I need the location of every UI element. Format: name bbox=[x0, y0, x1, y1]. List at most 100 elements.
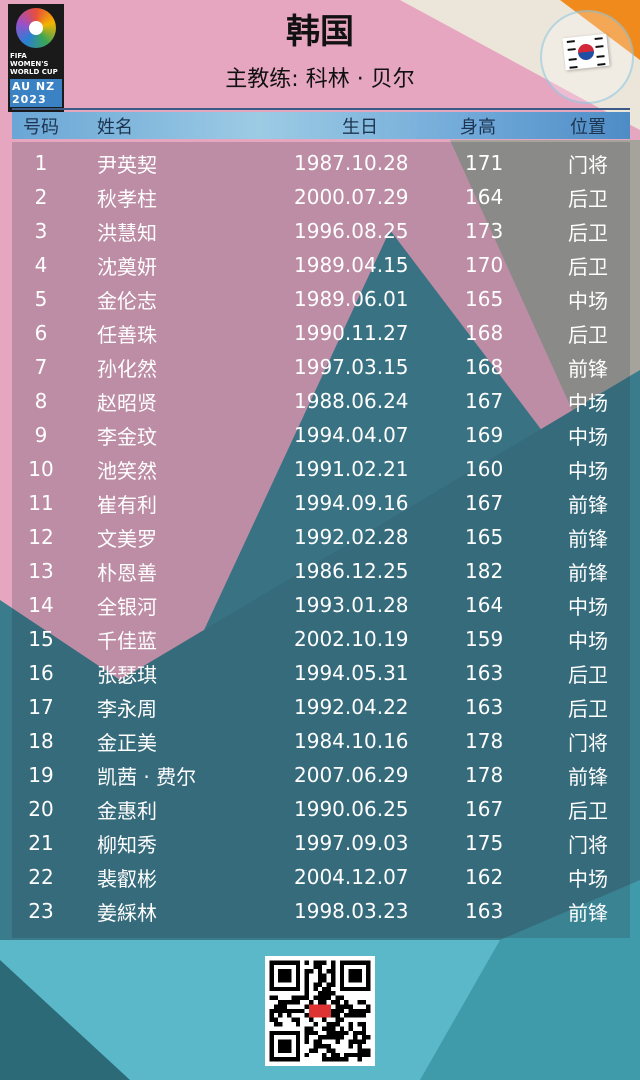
player-height: 175 bbox=[465, 831, 504, 855]
player-birthdate: 1994.04.07 bbox=[294, 423, 409, 447]
table-row: 16 张瑟琪 1994.05.31 163 后卫 bbox=[12, 656, 630, 690]
roster-table: 1 尹英契 1987.10.28 171 门将 2 秋孝柱 2000.07.29 164 后卫 3 洪… bbox=[12, 142, 630, 938]
player-birthdate: 1992.04.22 bbox=[294, 695, 409, 719]
player-number: 9 bbox=[34, 423, 48, 447]
coach-label: 主教练: 科林 · 贝尔 bbox=[225, 67, 415, 92]
player-height: 162 bbox=[465, 865, 504, 889]
player-position: 后卫 bbox=[568, 254, 608, 279]
player-number: 3 bbox=[34, 219, 48, 243]
player-birthdate: 1984.10.16 bbox=[294, 729, 409, 753]
player-height: 163 bbox=[465, 661, 504, 685]
logo-text: FIFA WOMEN'S WORLD CUP bbox=[10, 52, 58, 76]
player-number: 8 bbox=[34, 389, 48, 413]
player-number: 6 bbox=[34, 321, 48, 345]
page-title: 韩国 bbox=[286, 12, 354, 52]
player-birthdate: 1986.12.25 bbox=[294, 559, 409, 583]
player-position: 中场 bbox=[568, 628, 608, 653]
player-height: 164 bbox=[465, 185, 504, 209]
player-height: 178 bbox=[465, 729, 504, 753]
logo-emblem-icon bbox=[16, 8, 56, 48]
table-row: 8 赵昭贤 1988.06.24 167 中场 bbox=[12, 384, 630, 418]
player-number: 14 bbox=[28, 593, 54, 617]
player-name: 金惠利 bbox=[97, 798, 157, 823]
player-height: 159 bbox=[465, 627, 504, 651]
player-position: 中场 bbox=[568, 866, 608, 891]
flag-badge bbox=[540, 10, 634, 104]
player-number: 17 bbox=[28, 695, 54, 719]
logo-hosts: AU NZ 2023 bbox=[10, 79, 62, 107]
table-header: 号码 姓名 生日 身高 位置 bbox=[12, 112, 630, 139]
table-row: 23 姜綵林 1998.03.23 163 前锋 bbox=[12, 894, 630, 928]
player-birthdate: 2007.06.29 bbox=[294, 763, 409, 787]
player-position: 中场 bbox=[568, 288, 608, 313]
table-row: 10 池笑然 1991.02.21 160 中场 bbox=[12, 452, 630, 486]
player-height: 170 bbox=[465, 253, 504, 277]
player-position: 中场 bbox=[568, 424, 608, 449]
player-name: 姜綵林 bbox=[97, 900, 157, 925]
table-row: 19 凯茜 · 费尔 2007.06.29 178 前锋 bbox=[12, 758, 630, 792]
south-korea-flag-icon bbox=[562, 33, 610, 71]
table-row: 12 文美罗 1992.02.28 165 前锋 bbox=[12, 520, 630, 554]
player-birthdate: 1993.01.28 bbox=[294, 593, 409, 617]
player-birthdate: 1989.06.01 bbox=[294, 287, 409, 311]
player-name: 沈奠妍 bbox=[97, 254, 157, 279]
player-name: 尹英契 bbox=[97, 152, 157, 177]
col-position: 位置 bbox=[570, 116, 606, 138]
player-number: 19 bbox=[28, 763, 54, 787]
player-number: 15 bbox=[28, 627, 54, 651]
player-name: 孙化然 bbox=[97, 356, 157, 381]
player-name: 千佳蓝 bbox=[97, 628, 157, 653]
player-number: 13 bbox=[28, 559, 54, 583]
player-name: 金正美 bbox=[97, 730, 157, 755]
qr-code bbox=[265, 956, 375, 1066]
player-name: 任善珠 bbox=[97, 322, 157, 347]
col-birthdate: 生日 bbox=[342, 116, 378, 138]
player-birthdate: 1994.05.31 bbox=[294, 661, 409, 685]
table-row: 9 李金玟 1994.04.07 169 中场 bbox=[12, 418, 630, 452]
player-name: 池笑然 bbox=[97, 458, 157, 483]
player-number: 20 bbox=[28, 797, 54, 821]
col-height: 身高 bbox=[460, 116, 496, 138]
table-row: 15 千佳蓝 2002.10.19 159 中场 bbox=[12, 622, 630, 656]
table-row: 14 全银河 1993.01.28 164 中场 bbox=[12, 588, 630, 622]
player-height: 165 bbox=[465, 287, 504, 311]
divider bbox=[12, 108, 630, 110]
player-name: 柳知秀 bbox=[97, 832, 157, 857]
table-row: 11 崔有利 1994.09.16 167 前锋 bbox=[12, 486, 630, 520]
player-name: 朴恩善 bbox=[97, 560, 157, 585]
player-height: 163 bbox=[465, 899, 504, 923]
player-height: 171 bbox=[465, 151, 504, 175]
table-row: 13 朴恩善 1986.12.25 182 前锋 bbox=[12, 554, 630, 588]
player-height: 173 bbox=[465, 219, 504, 243]
player-birthdate: 2000.07.29 bbox=[294, 185, 409, 209]
table-row: 18 金正美 1984.10.16 178 门将 bbox=[12, 724, 630, 758]
table-row: 21 柳知秀 1997.09.03 175 门将 bbox=[12, 826, 630, 860]
player-height: 178 bbox=[465, 763, 504, 787]
player-position: 中场 bbox=[568, 594, 608, 619]
player-name: 凯茜 · 费尔 bbox=[97, 764, 197, 789]
player-name: 崔有利 bbox=[97, 492, 157, 517]
player-number: 4 bbox=[34, 253, 48, 277]
col-number: 号码 bbox=[23, 116, 59, 138]
fifa-womens-world-cup-logo: FIFA WOMEN'S WORLD CUP AU NZ 2023 bbox=[8, 4, 64, 112]
player-position: 门将 bbox=[568, 152, 608, 177]
table-row: 2 秋孝柱 2000.07.29 164 后卫 bbox=[12, 180, 630, 214]
player-number: 22 bbox=[28, 865, 54, 889]
player-number: 16 bbox=[28, 661, 54, 685]
player-height: 163 bbox=[465, 695, 504, 719]
player-birthdate: 1990.06.25 bbox=[294, 797, 409, 821]
player-number: 2 bbox=[34, 185, 48, 209]
player-position: 后卫 bbox=[568, 322, 608, 347]
player-position: 前锋 bbox=[568, 492, 608, 517]
player-position: 前锋 bbox=[568, 526, 608, 551]
player-birthdate: 1994.09.16 bbox=[294, 491, 409, 515]
player-name: 秋孝柱 bbox=[97, 186, 157, 211]
player-position: 门将 bbox=[568, 730, 608, 755]
player-height: 168 bbox=[465, 321, 504, 345]
player-name: 李永周 bbox=[97, 696, 157, 721]
player-birthdate: 2004.12.07 bbox=[294, 865, 409, 889]
player-number: 23 bbox=[28, 899, 54, 923]
player-number: 10 bbox=[28, 457, 54, 481]
player-position: 后卫 bbox=[568, 220, 608, 245]
table-row: 22 裴叡彬 2004.12.07 162 中场 bbox=[12, 860, 630, 894]
